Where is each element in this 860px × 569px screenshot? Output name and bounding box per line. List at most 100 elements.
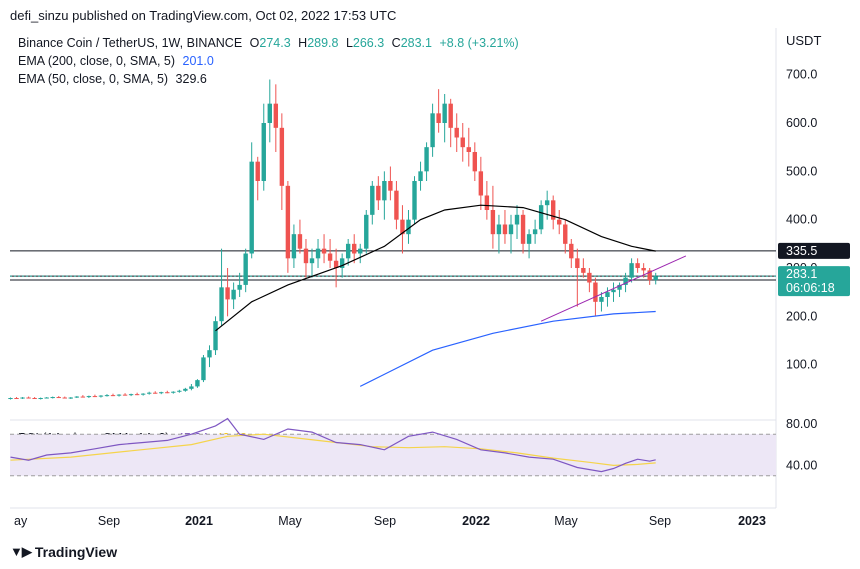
candle-body [587, 272, 592, 283]
candle-body [225, 287, 230, 300]
candle-body [557, 219, 562, 225]
ema200-label: EMA (200, close, 0, SMA, 5) [18, 54, 176, 68]
candle-body [406, 219, 411, 235]
publish-header: defi_sinzu published on TradingView.com,… [10, 8, 397, 23]
ema200-legend[interactable]: EMA (200, close, 0, SMA, 5) 201.0 [18, 54, 214, 68]
candle-body [460, 137, 465, 148]
candle-body [201, 357, 206, 381]
candle-body [297, 234, 303, 249]
candle-body [98, 395, 104, 397]
candle-body [364, 214, 369, 249]
candle-body [345, 243, 351, 259]
time-tick-label: Sep [374, 514, 396, 528]
ema50-line [215, 204, 656, 332]
candle-body [32, 398, 37, 400]
candle-body [231, 289, 236, 300]
ema50-value: 329.6 [175, 72, 207, 86]
candle-body [508, 224, 514, 235]
candle-body [14, 398, 19, 400]
time-tick-label: 2022 [462, 514, 490, 528]
rsi-band [10, 434, 776, 476]
candle-body [581, 268, 586, 273]
candle-body [388, 181, 393, 191]
candle-body [273, 103, 279, 128]
high-value: 289.8 [307, 36, 339, 50]
close-value: 283.1 [400, 36, 432, 50]
candle-body [104, 395, 110, 397]
candle-body [159, 392, 164, 394]
countdown-label: 06:06:18 [786, 281, 835, 295]
time-tick-label: May [278, 514, 302, 528]
time-tick-label: Sep [649, 514, 671, 528]
symbol-name[interactable]: Binance Coin / TetherUS, 1W, BINANCE [18, 36, 243, 50]
candle-body [400, 219, 405, 235]
candle-body [629, 263, 634, 278]
price-tick-label: 600.0 [786, 116, 817, 130]
candle-body [8, 398, 13, 400]
candle-body [526, 234, 532, 244]
candle-body [279, 127, 285, 186]
candle-body [490, 210, 496, 235]
candle-body [605, 292, 610, 297]
price-tick-label: 500.0 [786, 164, 817, 178]
ema50-legend[interactable]: EMA (50, close, 0, SMA, 5) 329.6 [18, 72, 207, 86]
candle-body [243, 253, 248, 285]
candle-body [544, 200, 550, 206]
candle-body [153, 392, 158, 394]
candle-body [448, 103, 453, 128]
candle-body [382, 181, 387, 201]
candle-body [436, 113, 441, 123]
ema200-line [359, 310, 656, 387]
ema200-value: 201.0 [182, 54, 214, 68]
candle-body [321, 248, 327, 254]
candle-body [358, 248, 363, 254]
change-value: +8.8 (+3.21%) [439, 36, 519, 50]
time-tick-label: 2023 [738, 514, 766, 528]
rsi-line [10, 417, 656, 473]
candle-body [520, 214, 526, 244]
candle-body [635, 263, 640, 268]
candle-body [285, 185, 291, 259]
tradingview-logo-icon: ▼▶ [10, 544, 32, 559]
candle-body [116, 394, 122, 396]
candle-body [647, 270, 652, 281]
high-label: H [298, 36, 308, 50]
rsi-tick-label: 40.00 [786, 458, 817, 472]
candle-body [514, 214, 520, 225]
candle-body [134, 394, 140, 396]
rsi-tick-label: 80.00 [786, 417, 817, 431]
candle-body [339, 258, 345, 268]
candle-body [484, 195, 490, 210]
candle-body [611, 289, 616, 293]
candle-body [80, 396, 86, 398]
candle-body [478, 171, 484, 196]
current-price-label: 283.1 [786, 267, 817, 281]
candle-body [207, 350, 212, 358]
open-value: 274.3 [259, 36, 291, 50]
candle-body [424, 147, 429, 172]
candle-body [110, 395, 116, 397]
candle-body [569, 243, 574, 259]
candle-body [370, 185, 375, 215]
candle-body [538, 205, 544, 230]
candle-body [454, 127, 459, 138]
price-tick-label: 200.0 [786, 309, 817, 323]
price-tick-label: 400.0 [786, 213, 817, 227]
trendline [540, 255, 687, 322]
tradingview-brand: TradingView [34, 544, 118, 560]
price-tick-label: 100.0 [786, 358, 817, 372]
price-tick-label: 700.0 [786, 68, 817, 82]
candle-body [575, 258, 580, 268]
candle-body [56, 397, 61, 399]
rsi-ma-line [10, 433, 656, 467]
time-tick-label: May [554, 514, 578, 528]
candle-body [430, 113, 435, 148]
candle-body [92, 396, 98, 398]
candle-body [623, 277, 628, 285]
candle-body [412, 181, 417, 220]
candle-body [502, 224, 508, 235]
tradingview-logo: ▼▶ TradingView [10, 544, 117, 560]
candle-body [394, 190, 399, 220]
candle-body [44, 397, 49, 399]
